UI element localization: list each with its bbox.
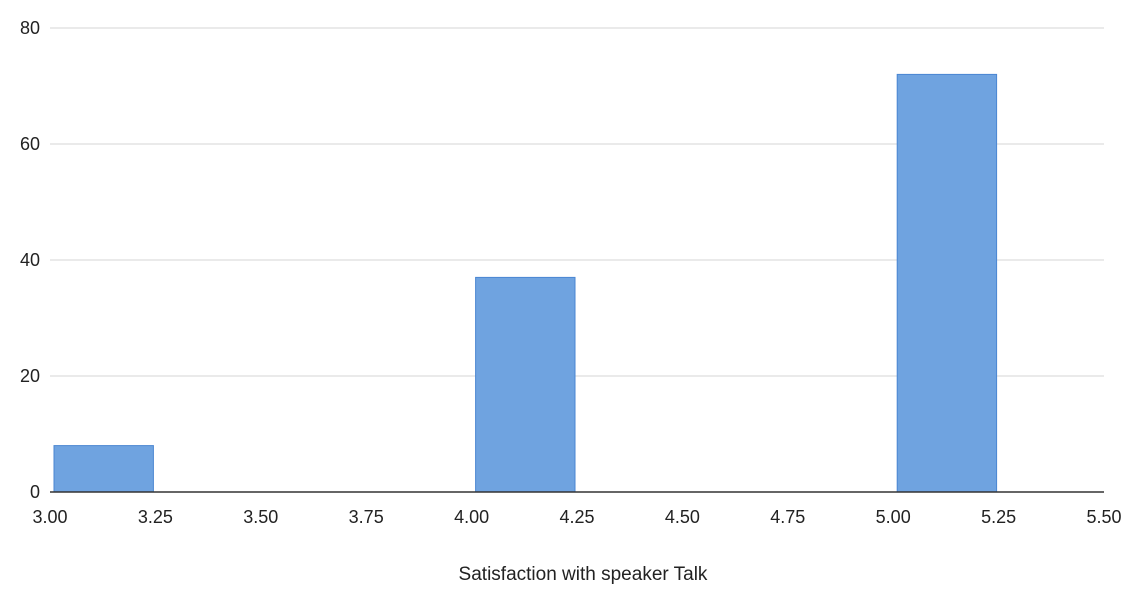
x-tick-label: 4.25 [559,507,594,527]
x-tick-label: 4.75 [770,507,805,527]
x-tick-label: 5.25 [981,507,1016,527]
x-axis-title: Satisfaction with speaker Talk [459,564,708,585]
histogram-bar [53,445,154,493]
bars [53,73,998,493]
histogram-bar [475,276,576,493]
x-tick-label: 3.25 [138,507,173,527]
x-tick-label: 5.50 [1086,507,1121,527]
x-tick-label: 5.00 [876,507,911,527]
x-tick-label: 3.00 [32,507,67,527]
y-tick-label: 60 [20,134,40,154]
y-tick-label: 80 [20,18,40,38]
tick-labels: 0 20 40 60 80 3.00 3.25 3.50 3.75 4.00 4.25 4.50 4.7… [20,18,1122,527]
x-tick-label: 4.00 [454,507,489,527]
x-tick-label: 3.75 [349,507,384,527]
y-tick-label: 0 [30,482,40,502]
histogram-bar [896,73,998,493]
x-tick-label: 4.50 [665,507,700,527]
y-tick-label: 20 [20,366,40,386]
y-tick-label: 40 [20,250,40,270]
x-tick-label: 3.50 [243,507,278,527]
